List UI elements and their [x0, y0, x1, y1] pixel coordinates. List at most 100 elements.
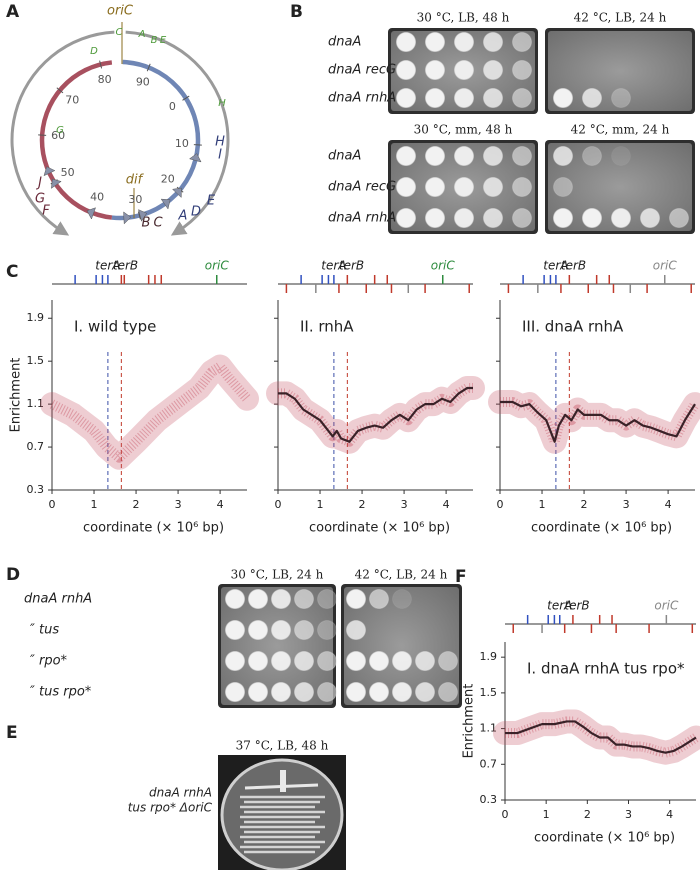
colony-spot: [553, 208, 573, 228]
map-coordinate: 20: [161, 173, 175, 186]
colony-spot: [271, 651, 291, 671]
agar: [344, 587, 459, 705]
colony-spot: [225, 620, 245, 640]
colony-spot: [392, 682, 412, 702]
strain-label: dnaA rnhA: [328, 211, 396, 226]
map-coordinate: 80: [98, 73, 112, 86]
site-inner: G: [35, 192, 45, 207]
site-inner: C: [153, 216, 163, 231]
site-inner: A: [178, 209, 188, 224]
y-axis-label: Enrichment: [462, 684, 477, 759]
x-tick-label: 2: [133, 498, 140, 511]
strain-label: dnaA: [328, 35, 361, 50]
colony-spot: [396, 60, 416, 80]
origin-label: oriC: [107, 4, 134, 19]
colony-spot: [438, 682, 458, 702]
track-label: terB: [113, 259, 138, 273]
x-axis-label: coordinate (× 10⁶ bp): [534, 831, 675, 846]
replichore-arrow: [10, 30, 115, 236]
colony-spot: [454, 32, 474, 52]
site-outer: D: [90, 46, 98, 57]
site-outer: A: [138, 29, 146, 40]
track-label: oriC: [205, 259, 230, 273]
colony-spot: [317, 620, 337, 640]
map-tick: [99, 60, 103, 69]
y-tick-label: 1.5: [27, 354, 45, 367]
colony-spot: [225, 651, 245, 671]
track-label: oriC: [654, 599, 679, 613]
colony-spot: [415, 651, 435, 671]
colony-spot: [454, 146, 474, 166]
panel-label: D: [6, 565, 20, 585]
colony-spot: [346, 589, 366, 609]
strain-label: tus rpo* ΔoriC: [128, 801, 213, 815]
x-axis-label: coordinate (× 10⁶ bp): [83, 521, 224, 536]
chart-title: I. dnaA rnhA tus rpo*: [527, 660, 685, 678]
x-axis-label: coordinate (× 10⁶ bp): [531, 521, 672, 536]
site-inner: E: [207, 194, 216, 209]
colony-spot: [425, 60, 445, 80]
strain-label: dnaA: [328, 149, 361, 164]
y-tick-label: 0.3: [480, 793, 498, 806]
strain-label: dnaA rnhA: [328, 91, 396, 106]
colony-spot: [248, 651, 268, 671]
site-outer: G: [56, 125, 64, 136]
colony-spot: [317, 651, 337, 671]
colony-spot: [271, 589, 291, 609]
colony-spot: [454, 60, 474, 80]
track-label: terA: [547, 599, 572, 613]
map-tick: [193, 144, 202, 146]
y-tick-label: 1.1: [480, 722, 498, 735]
track-label: terA: [95, 259, 120, 273]
x-tick-label: 2: [359, 498, 366, 511]
colony-spot: [346, 682, 366, 702]
colony-spot: [553, 146, 573, 166]
y-tick-label: 0.3: [27, 483, 45, 496]
x-tick-label: 1: [317, 498, 324, 511]
x-tick-label: 1: [91, 498, 98, 511]
plate-heading: 42 °C, mm, 24 h: [571, 123, 670, 137]
site-outer: C: [116, 27, 123, 38]
x-tick-label: 0: [502, 808, 509, 821]
map-coordinate: 40: [90, 191, 104, 204]
strain-label: dnaA recG: [328, 180, 396, 195]
track-label: oriC: [431, 259, 456, 273]
colony-spot: [271, 620, 291, 640]
x-tick-label: 0: [275, 498, 282, 511]
colony-spot: [483, 60, 503, 80]
map-tick: [56, 87, 64, 94]
track-label: oriC: [653, 259, 678, 273]
y-axis-label: Enrichment: [9, 358, 24, 433]
colony-spot: [396, 177, 416, 197]
colony-spot: [369, 682, 389, 702]
colony-spot: [415, 682, 435, 702]
colony-spot: [369, 589, 389, 609]
map-coordinate: 10: [175, 137, 189, 150]
colony-spot: [582, 208, 602, 228]
y-tick-label: 1.9: [27, 311, 45, 324]
panel-label: C: [6, 262, 18, 282]
plate-heading: 30 °C, mm, 48 h: [414, 123, 513, 137]
chart-title: I. wild type: [74, 318, 156, 336]
map-coordinate: 30: [128, 193, 142, 206]
colony-spot: [392, 651, 412, 671]
colony-spot: [425, 146, 445, 166]
trend-line: [505, 720, 697, 754]
agar: [548, 31, 692, 111]
colony-spot: [483, 208, 503, 228]
plate-heading: 37 °C, LB, 48 h: [236, 739, 329, 753]
x-tick-label: 3: [401, 498, 408, 511]
colony-spot: [483, 88, 503, 108]
streak: [244, 783, 319, 790]
colony-spot: [483, 177, 503, 197]
colony-spot: [454, 208, 474, 228]
colony-spot: [454, 177, 474, 197]
colony-spot: [425, 208, 445, 228]
colony-spot: [483, 146, 503, 166]
trend-line: [500, 400, 696, 443]
y-tick-label: 1.9: [480, 650, 498, 663]
colony-spot: [454, 88, 474, 108]
track-label: terB: [561, 259, 586, 273]
strain-label: dnaA rnhA: [149, 786, 212, 800]
colony-spot: [396, 208, 416, 228]
